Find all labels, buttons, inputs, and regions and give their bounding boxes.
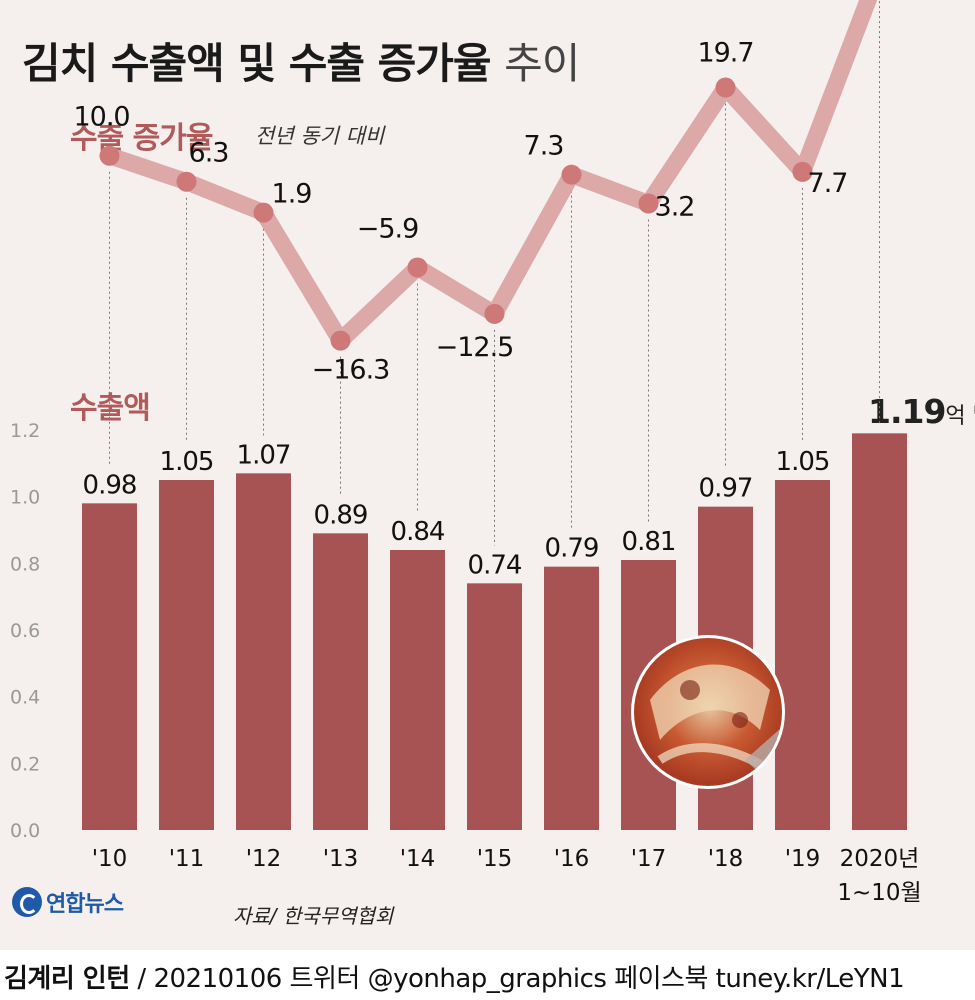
bar xyxy=(390,550,445,830)
photo-cabbage xyxy=(650,664,770,740)
bar xyxy=(313,533,368,830)
x-tick-label: '10 xyxy=(92,846,128,872)
growth-point xyxy=(407,257,428,278)
y-tick-label: 1.2 xyxy=(10,420,40,442)
growth-series-line xyxy=(101,0,878,350)
growth-rate-sublabel: 전년 동기 대비 xyxy=(255,124,385,148)
x-tick-label: 2020년 xyxy=(840,846,920,872)
page-title: 김치 수출액 및 수출 증가율 추이 xyxy=(22,30,580,91)
yonhap-logo-icon xyxy=(12,887,42,917)
growth-value-label: 3.2 xyxy=(655,192,695,223)
growth-point xyxy=(638,193,659,214)
bar-value-label: 0.84 xyxy=(391,517,445,547)
bar xyxy=(775,480,830,830)
growth-value-label: −16.3 xyxy=(312,355,390,386)
bar-value-label: 0.89 xyxy=(314,500,368,530)
x-tick-label: '16 xyxy=(554,846,590,872)
last-bar-value: 1.19 xyxy=(868,392,946,431)
yonhap-logo: 연합뉴스 xyxy=(12,886,124,918)
export-amount-label: 수출액 xyxy=(70,391,151,426)
kimchi-photo xyxy=(631,635,785,789)
bar xyxy=(236,473,291,830)
bar-unit-label: 1.19억 달러 xyxy=(868,392,975,431)
y-tick-label: 0.4 xyxy=(10,687,40,709)
growth-point xyxy=(715,77,736,98)
growth-point xyxy=(99,145,120,166)
x-tick-label: '12 xyxy=(246,846,282,872)
growth-value-label: 19.7 xyxy=(697,38,753,69)
growth-point xyxy=(792,161,813,182)
footer-rest: / 20210106 트위터 @yonhap_graphics 페이스북 tun… xyxy=(137,964,905,994)
chart-svg: 0.0 0.2 0.4 0.6 0.8 1.0 1.2 0.98 1.05 1.07 0.89 0.… xyxy=(10,0,922,906)
credit-footer: 김계리 인턴 / 20210106 트위터 @yonhap_graphics 페… xyxy=(4,958,905,995)
y-tick-label: 1.0 xyxy=(10,487,40,509)
x-tick-label: '14 xyxy=(400,846,436,872)
footer-author: 김계리 인턴 xyxy=(4,964,130,994)
bar-value-label: 1.07 xyxy=(237,440,291,470)
bar-value-label: 1.05 xyxy=(776,447,830,477)
bar-value-label: 0.81 xyxy=(622,527,676,557)
bar-unit-text: 억 달러 xyxy=(945,404,975,429)
bar xyxy=(159,480,214,830)
bar-value-label: 0.98 xyxy=(83,470,137,500)
bar xyxy=(467,583,522,830)
x-tick-label: 1~10월 xyxy=(837,880,921,906)
bar-value-label: 0.79 xyxy=(545,534,599,564)
growth-value-label: −5.9 xyxy=(357,213,419,244)
growth-point xyxy=(484,303,505,324)
bar-value-label: 0.97 xyxy=(699,474,753,504)
source-note: 자료/ 한국무역협회 xyxy=(233,904,394,928)
bar xyxy=(852,433,907,830)
growth-point xyxy=(176,171,197,192)
growth-value-label: 6.3 xyxy=(189,138,229,169)
x-tick-label: '19 xyxy=(785,846,821,872)
growth-value-label: 7.7 xyxy=(808,168,848,199)
x-tick-label: '11 xyxy=(169,846,205,872)
growth-rate-label: 수출 증가율 xyxy=(70,121,213,156)
growth-value-label: 7.3 xyxy=(524,131,564,162)
title-bold: 김치 수출액 및 수출 증가율 xyxy=(22,39,492,88)
growth-point xyxy=(253,202,274,223)
bar-value-label: 1.05 xyxy=(160,447,214,477)
x-tick-label: '17 xyxy=(631,846,667,872)
photo-pepper-2 xyxy=(732,712,748,728)
y-tick-label: 0.6 xyxy=(10,620,40,642)
growth-point xyxy=(330,330,351,351)
growth-value-label: 10.0 xyxy=(73,102,129,133)
y-tick-label: 0.8 xyxy=(10,553,40,575)
photo-pepper xyxy=(680,680,700,700)
yonhap-logo-text: 연합뉴스 xyxy=(46,892,124,917)
bar xyxy=(82,503,137,830)
growth-value-label: −12.5 xyxy=(436,332,514,363)
x-tick-label: '13 xyxy=(323,846,359,872)
y-tick-label: 0.0 xyxy=(10,820,40,842)
bar xyxy=(544,566,599,830)
y-tick-label: 0.2 xyxy=(10,753,40,775)
bar-value-label: 0.74 xyxy=(468,550,522,580)
growth-point xyxy=(561,164,582,185)
x-tick-label: '15 xyxy=(477,846,513,872)
title-light: 추이 xyxy=(504,39,580,88)
x-tick-label: '18 xyxy=(708,846,744,872)
growth-value-label: 1.9 xyxy=(272,179,312,210)
